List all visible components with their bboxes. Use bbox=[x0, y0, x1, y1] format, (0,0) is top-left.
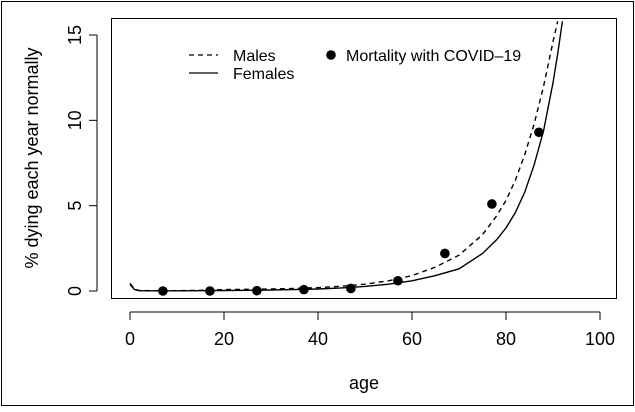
covid-mortality-point bbox=[534, 127, 544, 138]
legend-covid-swatch bbox=[326, 50, 336, 60]
axes-layer: 0 20 40 60 80 100 0 5 10 15 bbox=[65, 25, 615, 349]
x-tick-label: 60 bbox=[402, 329, 422, 349]
y-tick-label: 5 bbox=[65, 201, 85, 211]
x-tick-label: 20 bbox=[214, 329, 234, 349]
covid-mortality-point bbox=[346, 283, 356, 294]
covid-mortality-point bbox=[205, 286, 215, 296]
covid-mortality-point bbox=[252, 285, 262, 296]
legend-males-label: Males bbox=[233, 48, 276, 65]
figure-border bbox=[1, 1, 634, 406]
legend-covid-label: Mortality with COVID–19 bbox=[346, 48, 521, 65]
x-tick-label: 0 bbox=[125, 329, 135, 349]
x-tick-label: 40 bbox=[308, 329, 328, 349]
series-layer bbox=[129, 21, 564, 296]
plot-frame bbox=[111, 18, 617, 299]
covid-mortality-point bbox=[158, 286, 168, 296]
covid-mortality-point bbox=[487, 199, 497, 209]
y-tick-label: 0 bbox=[65, 286, 85, 296]
covid-mortality-point bbox=[440, 248, 450, 259]
legend-females-label: Females bbox=[233, 66, 294, 83]
series-line-females bbox=[129, 21, 564, 292]
y-axis-label: % dying each year normally bbox=[22, 47, 42, 268]
x-tick-label: 100 bbox=[585, 329, 615, 349]
x-axis-label: age bbox=[349, 373, 379, 393]
covid-mortality-point bbox=[393, 275, 403, 286]
y-tick-label: 15 bbox=[65, 25, 85, 45]
covid-mortality-point bbox=[299, 284, 309, 295]
x-tick-label: 80 bbox=[496, 329, 516, 349]
y-tick-label: 10 bbox=[65, 110, 85, 130]
